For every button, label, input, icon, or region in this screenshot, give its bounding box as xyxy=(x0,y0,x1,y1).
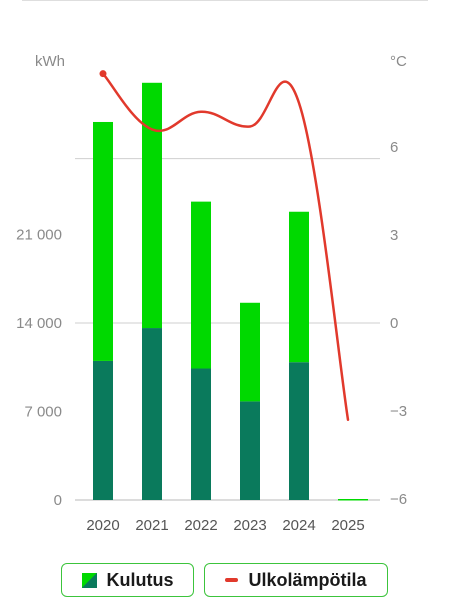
bar-kulutus-top xyxy=(191,201,211,369)
legend-kulutus-button[interactable]: Kulutus xyxy=(61,563,194,597)
temperature-line xyxy=(101,72,350,422)
left-tick-label: 7 000 xyxy=(24,404,62,421)
left-unit-label: kWh xyxy=(35,53,65,70)
right-tick-label: 0 xyxy=(390,315,398,332)
legend-ulkolampotila-button[interactable]: Ulkolämpötila xyxy=(204,563,388,597)
right-tick-label: 6 xyxy=(390,139,398,156)
x-tick-label: 2021 xyxy=(135,517,168,534)
right-tick-label: −3 xyxy=(390,403,407,420)
line-layer xyxy=(99,70,350,422)
ulkolampotila-swatch-icon xyxy=(225,578,239,582)
bar-kulutus-bottom xyxy=(240,401,260,500)
top-divider xyxy=(22,0,428,1)
bar-kulutus-bottom xyxy=(93,360,113,500)
bar-kulutus-top xyxy=(93,121,113,361)
temperature-start-point xyxy=(99,70,107,78)
left-tick-label: 21 000 xyxy=(16,227,62,244)
legend-kulutus-label: Kulutus xyxy=(106,569,174,590)
bar-kulutus-bottom xyxy=(142,328,162,500)
bar-kulutus-bottom xyxy=(289,362,309,500)
x-tick-label: 2022 xyxy=(184,517,217,534)
bar-kulutus-top xyxy=(289,211,309,363)
x-tick-label: 2020 xyxy=(86,517,119,534)
left-tick-label: 0 xyxy=(54,492,62,509)
right-unit-label: °C xyxy=(390,53,407,70)
kulutus-swatch-icon xyxy=(81,572,97,588)
grid-layer xyxy=(75,158,380,501)
x-tick-label: 2023 xyxy=(233,517,266,534)
bar-kulutus-empty xyxy=(338,499,368,501)
bars-layer xyxy=(93,82,368,501)
bar-kulutus-bottom xyxy=(191,368,211,500)
x-tick-label: 2024 xyxy=(282,517,315,534)
legend-ulkolampotila-label: Ulkolämpötila xyxy=(248,569,367,590)
legend: Kulutus Ulkolämpötila xyxy=(0,563,450,603)
left-tick-label: 14 000 xyxy=(16,315,62,332)
consumption-temperature-chart: kWh °C 0 7 000 14 000 21 000 −6 −3 0 3 6 2020 2021 20… xyxy=(16,53,407,534)
text-layer: kWh °C 0 7 000 14 000 21 000 −6 −3 0 3 6 2020 2021 20… xyxy=(16,53,407,534)
right-tick-label: 3 xyxy=(390,227,398,244)
bar-kulutus-top xyxy=(240,302,260,402)
right-tick-label: −6 xyxy=(390,491,407,508)
bar-kulutus-top xyxy=(142,82,162,329)
x-tick-label: 2025 xyxy=(331,517,364,534)
